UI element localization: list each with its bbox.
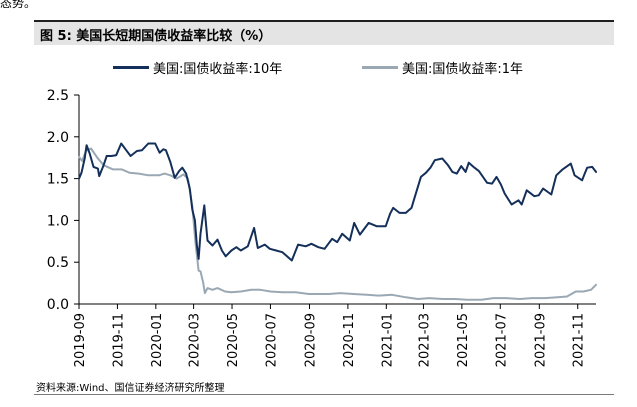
x-tick-label: 2020-11 — [342, 313, 357, 367]
legend-item-1y: 美国:国债收益率:1年 — [362, 58, 523, 77]
y-tick-label: 0.0 — [47, 297, 69, 313]
series-lines — [78, 142, 597, 301]
legend-swatch-1y — [362, 66, 398, 69]
x-tick-label: 2021-05 — [456, 313, 471, 367]
x-tick-label: 2020-09 — [303, 313, 318, 367]
y-tick-label: 2.5 — [47, 88, 69, 104]
x-tick-label: 2020-03 — [188, 313, 203, 367]
y-tick-label: 1.5 — [47, 172, 69, 188]
x-tick-label: 2021-01 — [380, 313, 395, 367]
x-tick-label: 2021-09 — [533, 313, 548, 367]
source-note: 资料来源:Wind、国信证券经济研究所整理 — [36, 383, 225, 394]
legend-swatch-10y — [113, 66, 149, 69]
y-tick-label: 0.5 — [47, 255, 69, 271]
y-axis: 0.0 0.5 1.0 1.5 2.0 2.5 — [47, 88, 80, 313]
x-tick-label: 2021-07 — [494, 313, 509, 367]
bottom-divider — [34, 394, 614, 395]
x-tick-label: 2021-03 — [417, 313, 432, 367]
x-tick-label: 2020-07 — [264, 313, 279, 367]
legend-label-1y: 美国:国债收益率:1年 — [402, 62, 524, 77]
figure-title: 图 5: 美国长短期国债收益率比较（%） — [40, 29, 272, 44]
legend-item-10y: 美国:国债收益率:10年 — [113, 58, 282, 77]
x-tick-label: 2020-05 — [226, 313, 241, 367]
series-line-10y — [78, 142, 597, 262]
x-tick-label: 2019-09 — [73, 313, 88, 367]
x-tick-label: 2020-01 — [150, 313, 165, 367]
x-tick-label: 2019-11 — [111, 313, 126, 367]
x-tick-label: 2021-11 — [572, 313, 587, 367]
series-line-1y — [78, 147, 597, 301]
y-tick-label: 1.0 — [47, 213, 69, 229]
legend-label-10y: 美国:国债收益率:10年 — [153, 62, 283, 77]
y-tick-label: 2.0 — [47, 130, 69, 146]
x-axis: 2019-09 2019-11 2020-01 2020-03 2020-05 2020-… — [73, 303, 596, 367]
previous-text-fragment: 态势。 — [0, 0, 37, 10]
figure-title-bar: 图 5: 美国长短期国债收益率比较（%） — [34, 20, 614, 45]
